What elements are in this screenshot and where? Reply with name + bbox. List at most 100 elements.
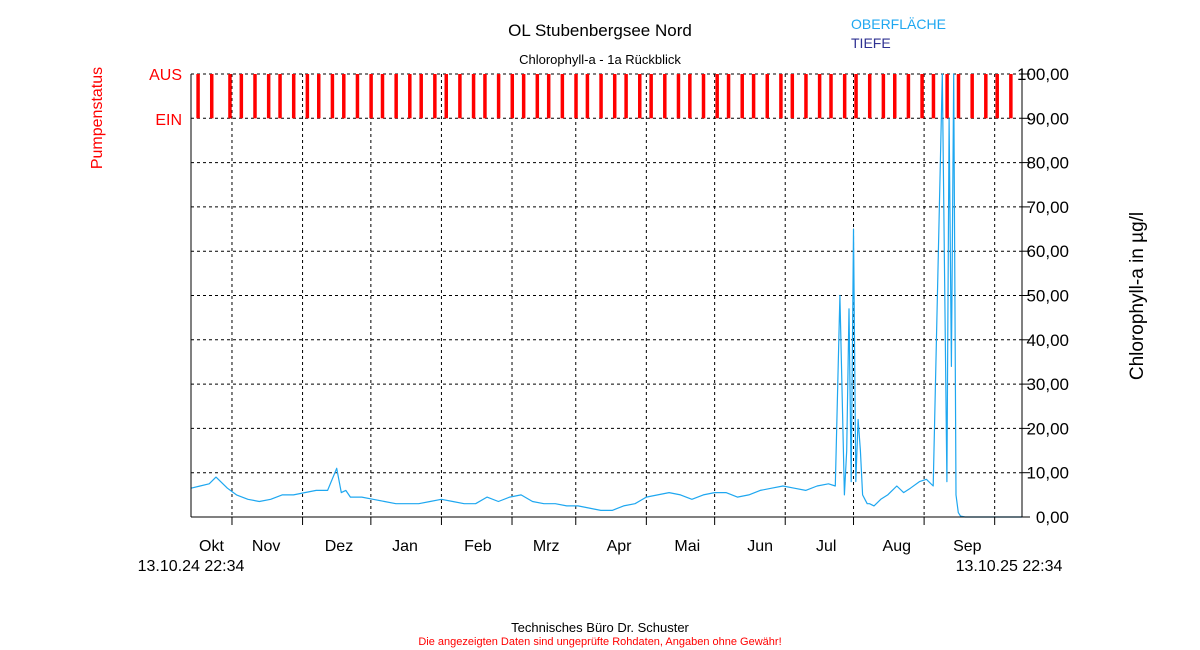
pump-off-bar	[253, 74, 257, 119]
x-tick-label: Mai	[674, 538, 700, 555]
pump-off-bar	[209, 74, 214, 119]
pump-axis-label: Pumpenstatus	[89, 67, 106, 169]
pump-off-bar	[817, 74, 822, 119]
pump-off-bar	[920, 74, 924, 119]
pump-off-bar	[956, 74, 961, 119]
pump-off-bar	[970, 74, 974, 119]
pump-off-bar	[291, 74, 296, 119]
pump-off-bar	[330, 74, 335, 119]
pump-off-bar	[278, 74, 282, 119]
pump-off-bar	[931, 74, 936, 119]
y-tick-label: 40,00	[1026, 331, 1069, 350]
footer-disclaimer: Die angezeigten Daten sind ungeprüfte Ro…	[418, 636, 781, 648]
x-tick-label: Apr	[607, 538, 633, 555]
pump-off-bar	[881, 74, 886, 119]
pump-off-bar	[893, 74, 897, 119]
pump-off-bar	[751, 74, 756, 119]
pump-off-bar	[380, 74, 385, 119]
pump-off-bar	[765, 74, 770, 119]
x-tick-label: Sep	[953, 538, 982, 555]
x-tick-label: Dez	[325, 538, 353, 555]
pump-off-bar	[663, 74, 667, 119]
pump-off-bar	[715, 74, 719, 119]
pump-off-bar	[945, 74, 949, 119]
pump-off-bar	[394, 74, 398, 119]
legend-surface: OBERFLÄCHE	[851, 16, 946, 32]
grid	[191, 73, 1022, 517]
x-end-label: 13.10.25 22:34	[956, 558, 1063, 575]
pump-off-bar	[305, 74, 310, 119]
footer-company: Technisches Büro Dr. Schuster	[511, 620, 689, 635]
x-start-label: 13.10.24 22:34	[138, 558, 245, 575]
legend-depth: TIEFE	[851, 35, 891, 51]
pump-off-bar	[638, 74, 642, 119]
pump-off-bar	[906, 74, 911, 119]
chart-title: OL Stubenbergsee Nord	[508, 21, 692, 40]
y-tick-label: 80,00	[1026, 154, 1069, 173]
pump-off-bar	[408, 74, 412, 119]
x-tick-label: Feb	[464, 538, 492, 555]
pump-off-bar	[867, 74, 872, 119]
pump-off-bar	[419, 74, 423, 119]
pump-off-bar	[688, 74, 692, 119]
pump-off-bar	[599, 74, 603, 119]
series	[190, 73, 1022, 518]
pump-off-bar	[342, 74, 346, 119]
y-tick-label: 70,00	[1026, 198, 1069, 217]
pump-state-ein: EIN	[155, 112, 182, 129]
pump-off-bar	[228, 74, 232, 119]
series-line-surface	[190, 73, 1022, 518]
chart-subtitle: Chlorophyll-a - 1a Rückblick	[519, 52, 681, 67]
pump-off-bar	[624, 74, 628, 119]
pump-off-bar	[496, 74, 501, 119]
pump-off-bar	[355, 74, 360, 119]
pump-off-bar	[612, 74, 617, 119]
pump-off-bar	[444, 74, 448, 119]
pump-off-bar	[676, 74, 681, 119]
pump-off-bar	[521, 74, 526, 119]
pump-off-bar	[726, 74, 731, 119]
pump-off-bar	[560, 74, 565, 119]
pump-off-bar	[266, 74, 271, 119]
pump-off-bar	[779, 74, 783, 119]
pump-off-bar	[483, 74, 487, 119]
pump-off-bar	[790, 74, 795, 119]
pump-off-bar	[239, 74, 244, 119]
axes: 0,00 10,00 20,00 30,00 40,00 50,00 60,00 70,00 8…	[190, 65, 1069, 555]
pump-off-bar	[740, 74, 744, 119]
pump-off-bar	[458, 74, 462, 119]
y-tick-label: 50,00	[1026, 287, 1069, 306]
y-tick-label: 10,00	[1026, 464, 1069, 483]
x-tick-label: Jan	[392, 538, 418, 555]
x-tick-label: Okt	[199, 538, 224, 555]
pump-off-bar	[546, 74, 551, 119]
pump-off-bar	[854, 74, 858, 119]
y-tick-label: 0,00	[1036, 508, 1069, 527]
pump-off-bar	[1009, 74, 1013, 119]
y-tick-label: 30,00	[1026, 375, 1069, 394]
y-tick-label: 60,00	[1026, 242, 1069, 261]
pump-off-bar	[804, 74, 808, 119]
pump-off-bar	[316, 74, 321, 119]
pump-off-bar	[471, 74, 476, 119]
pump-status-bars	[196, 74, 1013, 119]
y-tick-label: 100,00	[1017, 65, 1069, 84]
y-tick-label: 90,00	[1026, 109, 1069, 128]
pump-off-bar	[535, 74, 540, 119]
x-tick-label: Jul	[816, 538, 836, 555]
pump-off-bar	[196, 74, 200, 119]
pump-off-bar	[842, 74, 847, 119]
pump-off-bar	[995, 74, 999, 119]
pump-off-bar	[433, 74, 437, 119]
pump-off-bar	[829, 74, 833, 119]
pump-state-aus: AUS	[149, 67, 182, 84]
x-tick-label: Aug	[883, 538, 911, 555]
pump-off-bar	[369, 74, 373, 119]
pump-off-bar	[701, 74, 706, 119]
pump-off-bar	[574, 74, 578, 119]
x-tick-label: Nov	[252, 538, 280, 555]
y-tick-label: 20,00	[1026, 419, 1069, 438]
pump-off-bar	[585, 74, 590, 119]
y-axis-label: Chlorophyll-a in µg/l	[1127, 212, 1148, 380]
